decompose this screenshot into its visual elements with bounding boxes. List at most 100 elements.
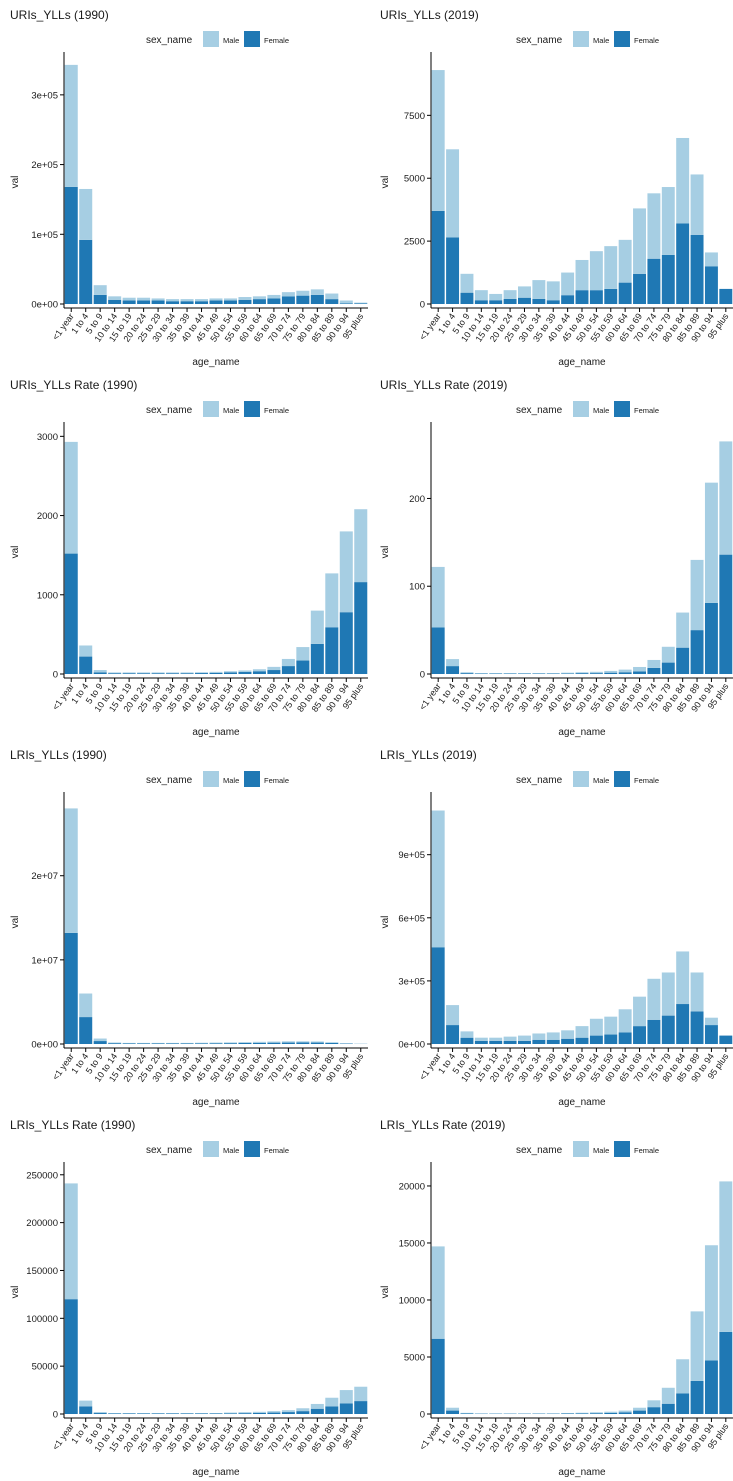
y-tick-label: 0 (420, 300, 425, 311)
bar-female (546, 300, 560, 304)
bar-male (137, 672, 151, 674)
chart-panel-7: LRIs_YLLs Rate (2019) sex_name Male Female 0… (380, 1118, 733, 1478)
bar-female (618, 282, 632, 304)
bar-female (252, 1412, 266, 1414)
bar-male (431, 1246, 445, 1339)
bar-male (676, 951, 690, 1005)
bar-male (647, 659, 661, 668)
bar-male (690, 1311, 704, 1381)
bar-male (604, 1411, 618, 1413)
x-axis-title: age_name (558, 727, 606, 738)
bar-male (296, 1041, 310, 1043)
bar-male (296, 647, 310, 661)
bar-female (252, 671, 266, 674)
bar-female (719, 288, 733, 304)
bar-male (661, 972, 675, 1016)
y-tick-label: 3e+05 (31, 90, 58, 101)
legend-label-female: Female (634, 406, 659, 415)
bar-female (64, 932, 78, 1044)
legend-label-male: Male (223, 406, 239, 415)
legend-label-female: Female (634, 36, 659, 45)
bar-female (661, 662, 675, 674)
bar-male (647, 1400, 661, 1408)
bar-male (166, 299, 180, 302)
bar-female (446, 1410, 460, 1414)
bar-male (604, 246, 618, 289)
bar-male (108, 1042, 122, 1044)
bar-male (195, 672, 209, 674)
legend-title: sex_name (146, 1145, 193, 1156)
y-tick-label: 2500 (404, 237, 425, 248)
bar-female (166, 1043, 180, 1044)
bar-female (223, 1413, 237, 1414)
bar-male (518, 1035, 531, 1041)
bar-female (79, 239, 93, 304)
bar-male (281, 1041, 295, 1043)
bar-female (180, 301, 194, 304)
legend-label-male: Male (593, 1146, 609, 1155)
bar-male (532, 280, 546, 299)
bar-female (209, 300, 223, 304)
bar-female (180, 1043, 194, 1044)
bar-male (690, 972, 704, 1012)
legend-label-female: Female (264, 36, 289, 45)
bar-female (604, 1412, 618, 1414)
chart-panel-0: URIs_YLLs (1990) sex_name Male Female 0e+00 1… (10, 8, 368, 368)
bar-female (93, 1413, 107, 1414)
bar-male (122, 1042, 136, 1044)
bar-female (267, 1412, 281, 1414)
y-tick-label: 2000 (37, 511, 58, 522)
bar-male (137, 1042, 151, 1044)
bar-female (238, 1413, 252, 1414)
bar-female (661, 1015, 675, 1044)
y-tick-label: 7500 (404, 111, 425, 122)
bar-male (431, 810, 445, 948)
y-tick-label: 5000 (404, 174, 425, 185)
bar-female (310, 1042, 324, 1044)
legend-label-male: Male (223, 776, 239, 785)
y-tick-label: 200 (409, 494, 425, 505)
chart-panel-5: LRIs_YLLs (2019) sex_name Male Female 0e+00 3… (380, 748, 733, 1108)
bar-male (195, 1042, 209, 1044)
bar-male (296, 1408, 310, 1412)
bar-female (532, 298, 546, 304)
legend-swatch-male (203, 771, 219, 787)
bar-female (561, 295, 575, 304)
legend-label-female: Female (264, 1146, 289, 1155)
bar-male (431, 566, 445, 628)
bar-female (223, 672, 237, 674)
x-axis-title: age_name (192, 1467, 240, 1478)
bar-male (532, 1033, 546, 1040)
bar-female (223, 300, 237, 304)
bar-male (166, 1042, 180, 1044)
bar-female (518, 297, 531, 304)
bar-female (108, 673, 122, 674)
y-tick-label: 0e+00 (31, 1040, 58, 1051)
bar-male (661, 646, 675, 663)
bar-male (195, 299, 209, 302)
bar-male (281, 1410, 295, 1413)
bar-male (589, 1412, 603, 1414)
bar-female (354, 582, 368, 674)
chart-title: LRIs_YLLs Rate (2019) (380, 1118, 505, 1132)
bar-female (431, 210, 445, 304)
bar-male (446, 1407, 460, 1411)
bar-female (474, 1040, 488, 1044)
legend-swatch-male (573, 1141, 589, 1157)
y-tick-label: 0e+00 (398, 1040, 425, 1051)
legend-title: sex_name (146, 405, 193, 416)
x-axis-title: age_name (558, 1467, 606, 1478)
bar-female (661, 254, 675, 304)
bar-female (704, 1360, 718, 1414)
bar-male (339, 1390, 353, 1404)
bar-male (151, 672, 165, 674)
bar-female (137, 1043, 151, 1044)
bar-male (604, 670, 618, 673)
chart-panel-4: LRIs_YLLs (1990) sex_name Male Female 0e+00 1… (10, 748, 368, 1108)
y-tick-label: 0 (53, 670, 58, 681)
bar-female (719, 1035, 733, 1044)
legend-label-male: Male (593, 36, 609, 45)
chart-title: URIs_YLLs (1990) (10, 8, 109, 22)
legend-label-female: Female (264, 776, 289, 785)
